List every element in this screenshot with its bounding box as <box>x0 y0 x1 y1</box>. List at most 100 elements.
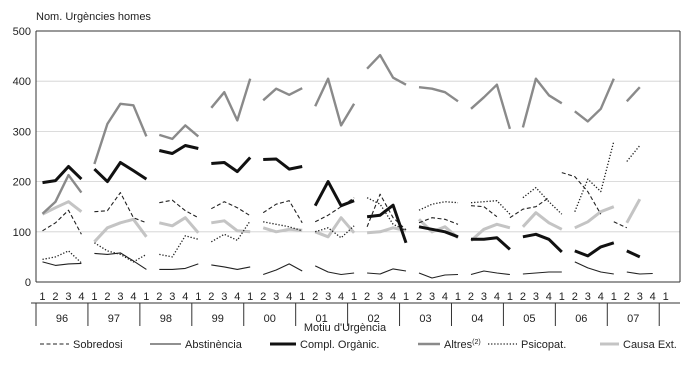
series-line-abstin-ncia <box>418 272 459 279</box>
series-line-compl-org-nic <box>418 225 459 239</box>
series-line-abstin-ncia <box>470 270 510 276</box>
series-line-sobredosi <box>94 192 147 224</box>
series-line-causa-ext <box>521 211 563 231</box>
x-year-label: 97 <box>108 313 120 325</box>
y-tick-label: 400 <box>13 76 31 88</box>
series-line-altres-2 <box>521 77 563 128</box>
x-quarter-label: 3 <box>325 291 331 303</box>
series-line-causa-ext <box>41 200 83 216</box>
x-quarter-label: 2 <box>520 291 526 303</box>
series-line-causa-ext <box>470 222 511 242</box>
series-line-abstin-ncia <box>42 261 82 266</box>
series-line-altres-2 <box>470 83 512 130</box>
x-quarter-label: 4 <box>650 291 656 303</box>
y-tick-label: 500 <box>13 26 31 38</box>
x-quarter-label: 1 <box>39 291 45 303</box>
x-year-label: 02 <box>367 313 379 325</box>
series-line-psicopat <box>366 197 407 231</box>
series-line-psicopat <box>522 186 563 215</box>
series-line-psicopat <box>159 235 199 258</box>
y-tick-label: 300 <box>13 126 31 138</box>
x-quarter-label: 3 <box>481 291 487 303</box>
series-line-altres-2 <box>314 77 356 127</box>
x-year-label: 03 <box>419 313 431 325</box>
x-quarter-label: 1 <box>247 291 253 303</box>
series-line-causa-ext <box>93 217 148 243</box>
series-line-sobredosi <box>418 217 459 225</box>
series-line-sobredosi <box>561 172 602 215</box>
x-year-label: 98 <box>160 313 172 325</box>
legend-label: Causa Ext. <box>623 339 677 351</box>
x-quarter-label: 2 <box>572 291 578 303</box>
x-quarter-label: 1 <box>507 291 513 303</box>
x-quarter-label: 1 <box>611 291 617 303</box>
legend-label: Psicopat. <box>521 339 566 351</box>
x-quarter-label: 2 <box>312 291 318 303</box>
series-line-altres-2 <box>574 78 615 123</box>
series-line-psicopat <box>210 220 251 243</box>
x-quarter-label: 1 <box>455 291 461 303</box>
x-year-label: 00 <box>264 313 276 325</box>
y-tick-label: 100 <box>13 227 31 239</box>
series-line-sobredosi <box>42 209 82 235</box>
series-line-sobredosi <box>262 200 303 224</box>
x-quarter-label: 3 <box>273 291 279 303</box>
legend: Sobredosi Abstinència Compl. Orgànic. Altre… <box>40 339 677 351</box>
x-year-label: 96 <box>56 313 68 325</box>
series-line-psicopat <box>263 221 303 232</box>
series-line-psicopat <box>418 201 459 211</box>
series-line-compl-org-nic <box>93 161 148 184</box>
series-line-sobredosi <box>470 205 498 218</box>
series-line-abstin-ncia <box>574 261 614 275</box>
series-line-causa-ext <box>211 219 251 234</box>
x-year-label: 06 <box>575 313 587 325</box>
x-quarter-label: 3 <box>377 291 383 303</box>
legend-title: Motiu d'Urgència <box>304 322 387 334</box>
x-quarter-label: 3 <box>429 291 435 303</box>
series-line-causa-ext <box>314 216 356 239</box>
legend-label: Compl. Orgànic. <box>300 339 379 351</box>
x-year-label: 99 <box>212 313 224 325</box>
series-line-compl-org-nic <box>42 165 83 185</box>
y-axis-ticks: 0 100 200 300 400 500 <box>13 26 31 289</box>
x-quarter-label: 3 <box>637 291 643 303</box>
x-quarter-label: 2 <box>624 291 630 303</box>
x-quarter-label: 4 <box>286 291 292 303</box>
series-line-abstin-ncia <box>94 252 147 270</box>
x-year-label: 04 <box>471 313 483 325</box>
series-line-causa-ext <box>158 216 200 234</box>
legend-label: Sobredosi <box>73 339 123 351</box>
legend-label: Altres(2) <box>444 339 481 351</box>
series-line-altres-2 <box>418 86 459 103</box>
series-line-compl-org-nic <box>263 157 303 171</box>
x-quarter-label: 3 <box>169 291 175 303</box>
x-quarter-label: 2 <box>156 291 162 303</box>
series-line-altres-2 <box>158 124 200 141</box>
x-quarter-label: 2 <box>104 291 110 303</box>
series-line-altres-2 <box>625 86 641 103</box>
x-quarter-label: 4 <box>546 291 552 303</box>
series-line-sobredosi <box>159 199 199 219</box>
x-quarter-label: 3 <box>585 291 591 303</box>
x-quarter-label: 1 <box>195 291 201 303</box>
series-line-altres-2 <box>41 173 83 215</box>
series-line-compl-org-nic <box>211 156 252 174</box>
series-line-sobredosi <box>366 193 407 231</box>
x-quarter-label: 4 <box>234 291 240 303</box>
series-line-compl-org-nic <box>574 241 615 258</box>
series-line-psicopat <box>42 250 82 264</box>
x-quarter-label: 3 <box>65 291 71 303</box>
series-line-causa-ext <box>574 205 615 230</box>
series-line-altres-2 <box>93 102 148 165</box>
series-line-psicopat <box>315 225 355 239</box>
series-line-compl-org-nic <box>366 203 408 244</box>
y-tick-label: 200 <box>13 177 31 189</box>
series-line-psicopat <box>626 145 641 162</box>
y-tick-label: 0 <box>25 277 31 289</box>
x-quarter-label: 1 <box>403 291 409 303</box>
series-line-altres-2 <box>210 78 252 122</box>
series-line-altres-2 <box>366 53 407 86</box>
series-line-causa-ext <box>262 226 303 234</box>
